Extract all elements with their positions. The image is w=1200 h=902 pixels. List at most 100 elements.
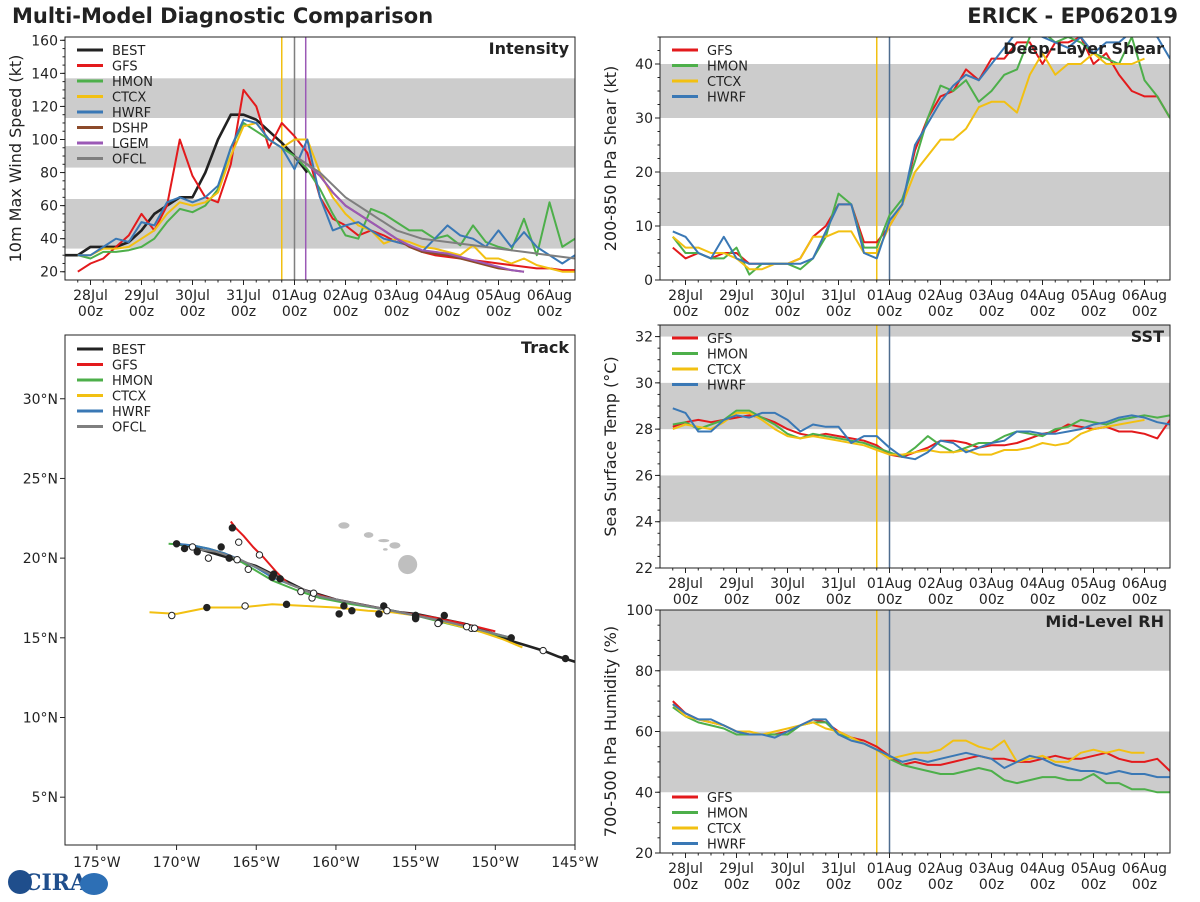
y-tick-label: 120	[31, 99, 58, 115]
y-tick-label: 40	[40, 232, 58, 248]
island	[398, 554, 418, 575]
y-tick-label: 28	[635, 422, 653, 438]
band	[660, 64, 1170, 118]
x-tick-label: 00z	[1132, 592, 1157, 608]
figure-title: Multi-Model Diagnostic Comparison	[12, 4, 434, 28]
x-tick-label: 00z	[1030, 877, 1055, 893]
panel-rh: 2040608010028Jul00z29Jul00z30Jul00z31Jul…	[601, 603, 1171, 893]
y-tick-label: 80	[40, 166, 58, 182]
x-tick-label: 160°W	[312, 855, 360, 871]
x-tick-label: 01Aug	[867, 576, 912, 592]
band	[660, 172, 1170, 226]
cira-logo-text: CIRA	[24, 870, 88, 896]
x-tick-label: 28Jul	[668, 576, 703, 592]
x-tick-label: 04Aug	[1020, 861, 1065, 877]
island	[378, 539, 390, 543]
track-marker	[225, 554, 233, 562]
x-tick-label: 04Aug	[1020, 576, 1065, 592]
x-tick-label: 28Jul	[668, 288, 703, 304]
legend-label: HWRF	[112, 405, 151, 420]
series-gfs	[77, 88, 575, 273]
legend-label: HMON	[707, 807, 748, 822]
x-tick-label: 00z	[333, 304, 358, 320]
x-tick-label: 29Jul	[719, 576, 754, 592]
track-marker	[375, 610, 383, 618]
y-axis-label: 700-500 hPa Humidity (%)	[601, 626, 620, 837]
y-tick-label: 30	[635, 111, 653, 127]
track-marker	[228, 524, 237, 532]
band	[65, 146, 575, 168]
x-tick-label: 00z	[486, 304, 511, 320]
x-tick-label: 06Aug	[1122, 288, 1167, 304]
cira-globe-icon	[8, 870, 32, 894]
x-tick-label: 06Aug	[1122, 861, 1167, 877]
y-tick-label: 32	[635, 330, 653, 346]
x-tick-label: 00z	[775, 877, 800, 893]
track-marker	[411, 614, 420, 623]
x-tick-label: 02Aug	[918, 288, 963, 304]
legend-label: HWRF	[707, 379, 746, 394]
series-ctcx	[672, 411, 1145, 456]
track-marker	[282, 600, 291, 609]
x-tick-label: 03Aug	[969, 861, 1014, 877]
legend-label: CTCX	[112, 390, 146, 405]
legend-label: HMON	[112, 374, 153, 389]
x-tick-label: 165°W	[232, 855, 280, 871]
series-ctcx	[672, 52, 1145, 271]
legend-label: OFCL	[112, 421, 147, 436]
x-tick-label: 05Aug	[1071, 861, 1116, 877]
y-tick-label: 20	[635, 165, 653, 181]
y-tick-label: 60	[40, 199, 58, 215]
x-tick-label: 05Aug	[476, 288, 521, 304]
x-tick-label: 04Aug	[425, 288, 470, 304]
track-marker	[470, 624, 479, 632]
track-marker	[204, 554, 213, 562]
x-tick-label: 00z	[673, 877, 698, 893]
x-tick-label: 02Aug	[323, 288, 368, 304]
x-tick-label: 00z	[775, 304, 800, 320]
series-best	[65, 113, 309, 257]
legend-label: HMON	[707, 348, 748, 363]
x-tick-label: 00z	[1081, 592, 1106, 608]
x-tick-label: 145°W	[551, 855, 599, 871]
x-tick-label: 04Aug	[1020, 288, 1065, 304]
x-tick-label: 00z	[724, 877, 749, 893]
track-marker	[241, 602, 249, 610]
track-marker	[172, 540, 181, 548]
y-tick-label: 10°N	[23, 711, 58, 727]
track-marker	[462, 622, 471, 631]
x-tick-label: 00z	[979, 592, 1004, 608]
y-tick-label: 24	[635, 515, 653, 531]
y-axis-label: Sea Surface Temp (°C)	[601, 356, 620, 536]
y-tick-label: 0	[644, 273, 653, 289]
x-tick-label: 28Jul	[73, 288, 108, 304]
track-marker	[233, 556, 241, 564]
track-marker	[255, 551, 264, 559]
x-tick-label: 00z	[537, 304, 562, 320]
x-tick-label: 03Aug	[969, 288, 1014, 304]
panel-title: Deep-Layer Shear	[1003, 39, 1164, 58]
x-tick-label: 00z	[826, 877, 851, 893]
y-tick-label: 160	[31, 33, 58, 49]
legend-label: BEST	[112, 343, 145, 358]
series-ofcl	[293, 155, 575, 260]
series-ctcx	[672, 703, 1145, 763]
x-tick-label: 00z	[979, 304, 1004, 320]
x-tick-label: 00z	[928, 304, 953, 320]
legend-label: GFS	[112, 60, 138, 75]
panel-title: Mid-Level RH	[1045, 612, 1164, 631]
series-hwrf	[77, 118, 575, 265]
legend-label: CTCX	[707, 363, 741, 378]
series-hwrf	[672, 703, 1170, 779]
x-tick-label: 06Aug	[1122, 576, 1167, 592]
x-tick-label: 30Jul	[770, 576, 805, 592]
track-marker	[507, 634, 515, 642]
y-tick-label: 100	[626, 603, 653, 619]
x-tick-label: 28Jul	[668, 861, 703, 877]
legend-label: HWRF	[112, 106, 151, 121]
logo-emblem-icon	[80, 873, 108, 895]
x-tick-label: 00z	[384, 304, 409, 320]
x-tick-label: 02Aug	[918, 576, 963, 592]
track-marker	[203, 603, 211, 612]
